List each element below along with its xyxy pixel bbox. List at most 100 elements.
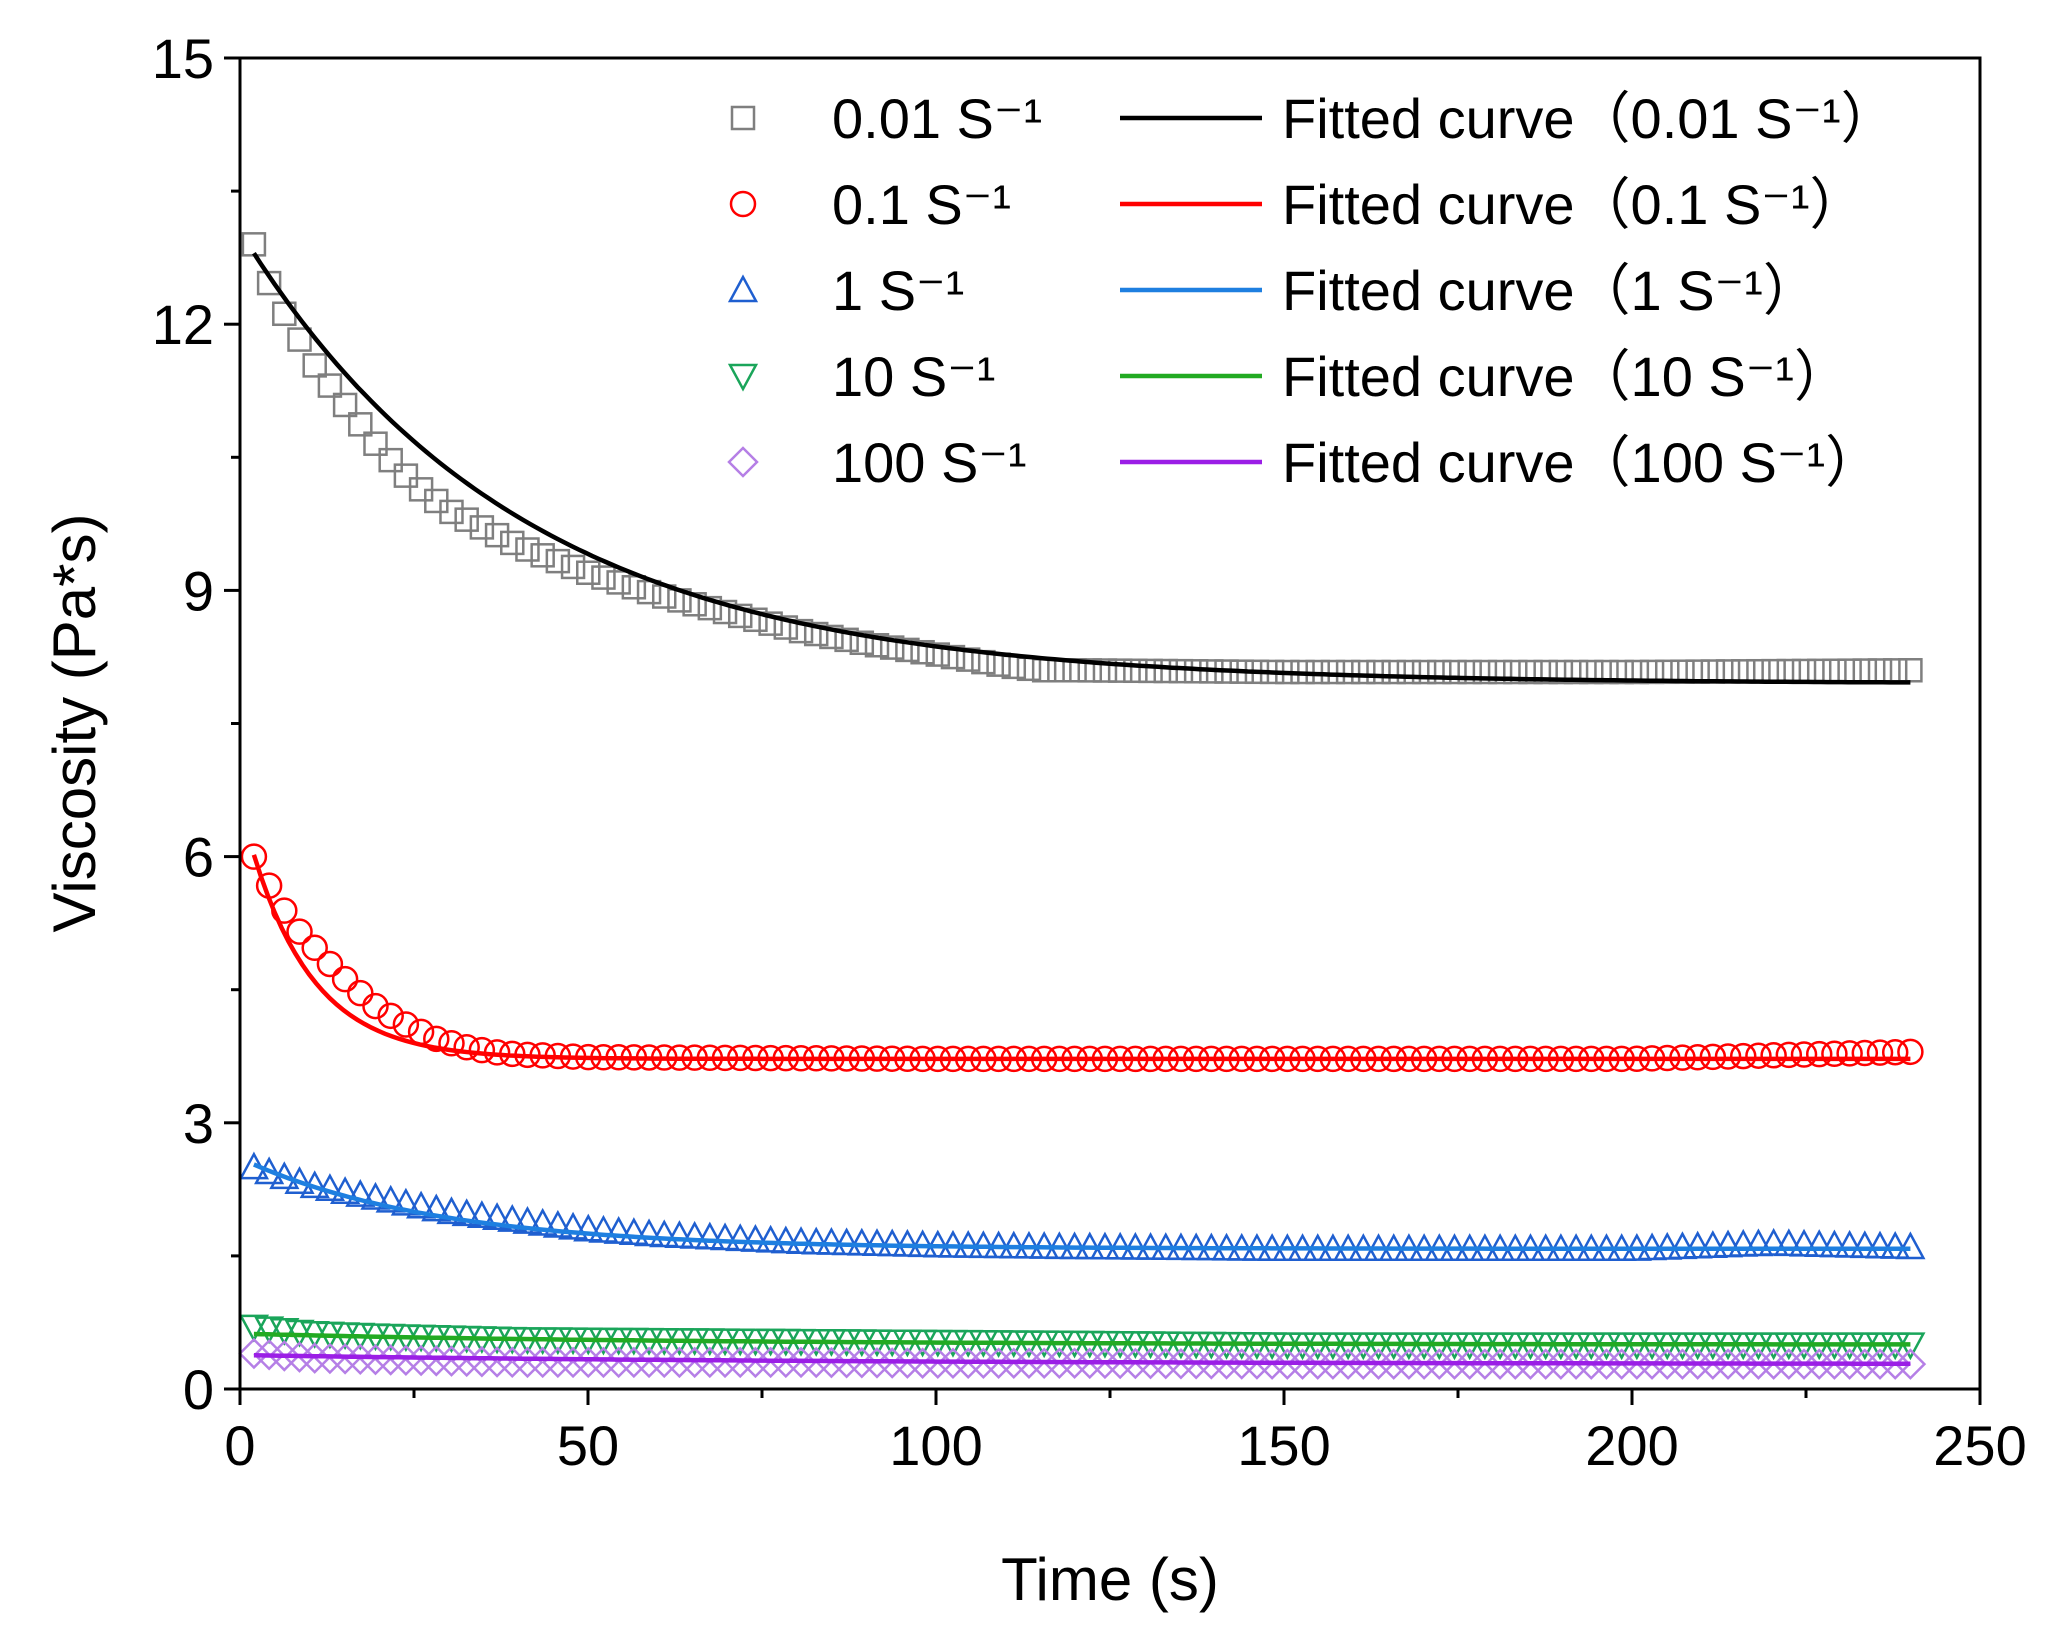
data-point [1241, 1348, 1273, 1380]
data-point [1366, 659, 1391, 685]
data-point [815, 1346, 848, 1379]
data-point [831, 1227, 862, 1256]
data-point [451, 1198, 482, 1227]
data-point [846, 1227, 877, 1256]
data-point [755, 1224, 786, 1253]
data-point [861, 1228, 893, 1256]
y-tick-label: 9 [183, 559, 214, 622]
data-point [238, 1337, 270, 1370]
x-tick-label: 100 [889, 1414, 982, 1477]
data-point [1107, 658, 1133, 683]
legend-label: 1 S⁻¹ [832, 259, 964, 322]
legend-fit-label: Fitted curve（100 S⁻¹） [1282, 431, 1881, 494]
data-point [298, 1342, 331, 1374]
data-point [876, 1347, 908, 1379]
data-point [864, 633, 890, 658]
data-point [1168, 658, 1194, 684]
data-point [1529, 1348, 1562, 1380]
data-point [362, 992, 389, 1020]
data-point [803, 621, 829, 647]
data-point [906, 1347, 939, 1379]
data-point [1666, 1348, 1699, 1380]
data-point [606, 570, 631, 595]
data-point [773, 615, 799, 640]
data-point [788, 618, 814, 644]
data-point [591, 565, 616, 590]
data-point [317, 373, 343, 398]
data-point [664, 1220, 695, 1248]
data-point [998, 1347, 1030, 1380]
series-1 [241, 232, 1923, 685]
data-point [1256, 1348, 1288, 1380]
x-tick-label: 50 [557, 1414, 619, 1477]
data-point [678, 1346, 711, 1379]
data-point [1864, 1230, 1896, 1259]
data-point [618, 1217, 649, 1246]
data-point [801, 1226, 832, 1255]
data-point [1697, 1348, 1729, 1380]
fitted-curve [253, 1162, 1911, 1252]
data-point [1728, 1228, 1759, 1257]
data-point [1503, 659, 1528, 685]
data-point [1761, 658, 1786, 684]
data-point [1472, 659, 1498, 685]
x-tick-label: 200 [1585, 1414, 1678, 1477]
data-point [407, 1018, 435, 1046]
data-point [739, 1346, 772, 1379]
data-point [329, 1343, 361, 1375]
data-point [740, 1223, 771, 1252]
data-point [1819, 1229, 1850, 1258]
data-point [1879, 1348, 1911, 1380]
data-point [952, 1347, 984, 1380]
data-point [560, 554, 586, 580]
data-point [1043, 1347, 1076, 1380]
data-point [1898, 658, 1923, 683]
data-point [1852, 658, 1878, 683]
data-point [484, 522, 510, 548]
data-point [345, 1178, 376, 1207]
data-point [363, 431, 388, 456]
data-point [481, 1202, 513, 1230]
data-point [1013, 1347, 1045, 1380]
legend-label: 0.01 S⁻¹ [832, 87, 1042, 150]
data-point [1636, 1348, 1668, 1380]
data-point [1880, 1231, 1911, 1259]
data-point [1579, 659, 1604, 685]
data-point [469, 515, 495, 540]
data-point [1788, 1348, 1820, 1380]
data-point [1803, 1348, 1835, 1380]
data-point [348, 412, 373, 437]
data-point [1681, 1348, 1714, 1380]
data-point [1548, 659, 1574, 685]
data-point [1621, 1348, 1653, 1380]
data-point [557, 1211, 589, 1240]
data-point [1758, 1227, 1789, 1256]
data-point [1347, 1348, 1380, 1380]
data-point [436, 1196, 467, 1225]
legend-fit-label: Fitted curve（10 S⁻¹） [1282, 345, 1850, 408]
data-point [819, 624, 844, 650]
data-point [1351, 659, 1376, 685]
data-point [1134, 1347, 1167, 1380]
data-point [1773, 1348, 1805, 1380]
data-point [712, 599, 738, 625]
data-point [1335, 659, 1361, 685]
data-point [1423, 1348, 1456, 1380]
series-3 [238, 1151, 1926, 1262]
legend-label: 0.1 S⁻¹ [832, 173, 1011, 236]
x-tick-label: 250 [1933, 1414, 2026, 1477]
legend-fit-label: Fitted curve（0.1 S⁻¹） [1282, 173, 1866, 236]
data-point [497, 1204, 528, 1232]
data-point [1195, 1348, 1228, 1380]
data-point [892, 1228, 923, 1257]
data-point [423, 1025, 450, 1053]
data-point [1605, 1348, 1638, 1380]
data-point [1028, 1347, 1060, 1380]
data-point [268, 1340, 301, 1372]
data-point [1867, 658, 1893, 683]
legend-marker [729, 190, 757, 218]
x-tick-label: 150 [1237, 1414, 1330, 1477]
data-point [1821, 1040, 1848, 1068]
data-point [1729, 1042, 1757, 1070]
data-point [1286, 1348, 1319, 1380]
